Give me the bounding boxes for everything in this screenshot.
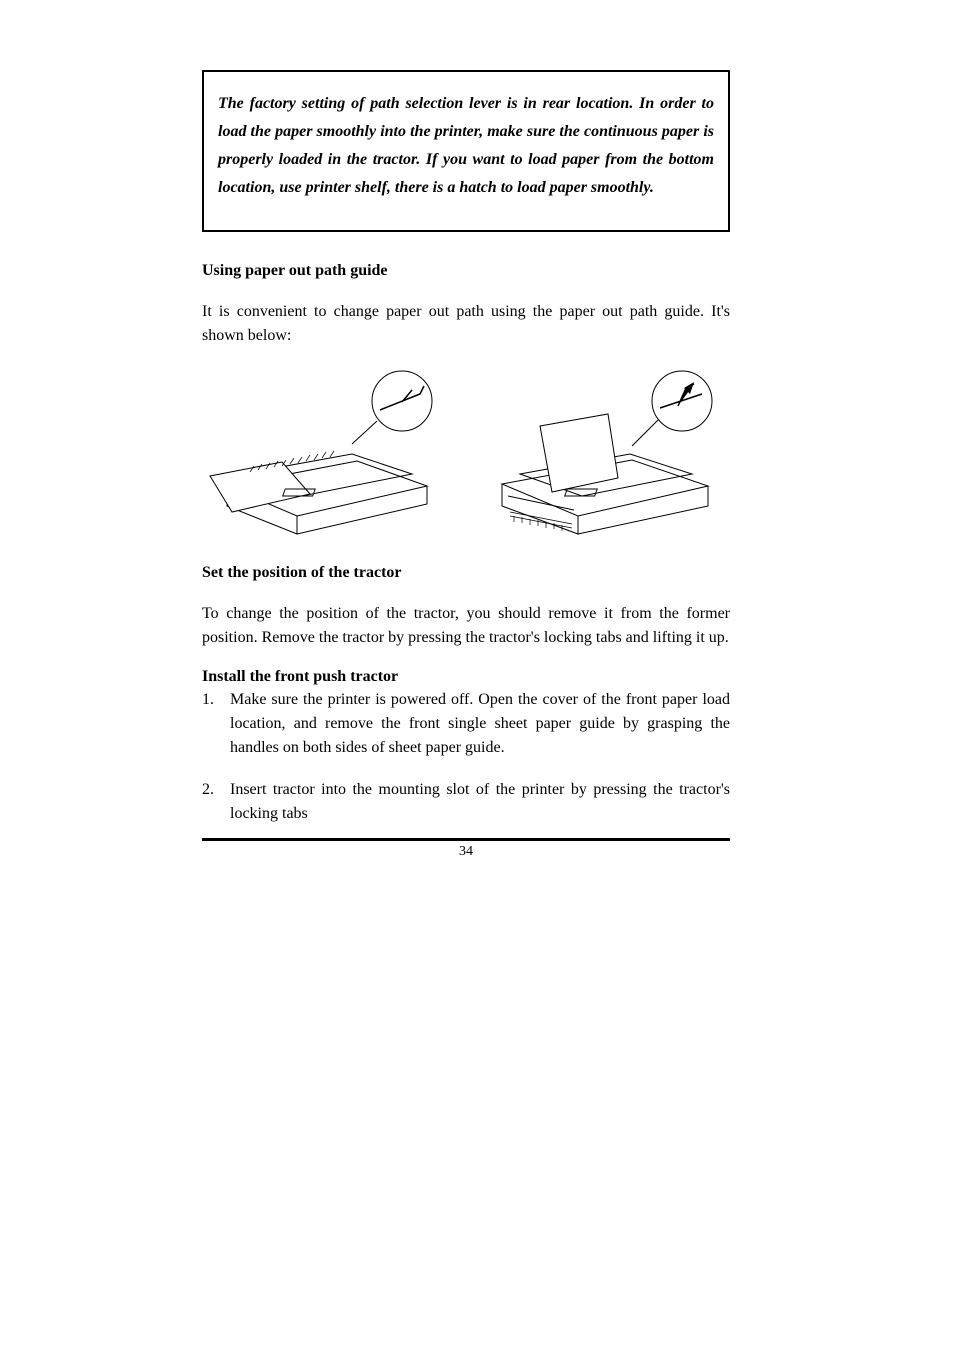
list-num-1: 1. <box>202 688 230 760</box>
tractor-pos-body: To change the position of the tractor, y… <box>202 602 730 650</box>
notice-text: The factory setting of path selection le… <box>218 90 714 202</box>
figure-printer-right <box>480 366 730 536</box>
notice-box: The factory setting of path selection le… <box>202 70 730 232</box>
paper-out-body: It is convenient to change paper out pat… <box>202 300 730 348</box>
list-item: 2. Insert tractor into the mounting slot… <box>202 778 730 826</box>
heading-paper-out: Using paper out path guide <box>202 262 730 280</box>
document-page: The factory setting of path selection le… <box>0 0 954 1351</box>
heading-install: Install the front push tractor <box>202 668 730 686</box>
content-column: The factory setting of path selection le… <box>202 70 730 826</box>
list-item: 1. Make sure the printer is powered off.… <box>202 688 730 760</box>
page-footer: 34 <box>202 838 730 860</box>
list-num-2: 2. <box>202 778 230 826</box>
figure-row <box>202 366 730 536</box>
figure-printer-left <box>202 366 452 536</box>
printer-right-svg <box>480 366 730 536</box>
install-list: 1. Make sure the printer is powered off.… <box>202 688 730 826</box>
footer-rule <box>202 838 730 841</box>
printer-left-svg <box>202 366 452 536</box>
list-body-2: Insert tractor into the mounting slot of… <box>230 778 730 826</box>
heading-tractor-pos: Set the position of the tractor <box>202 564 730 582</box>
page-number: 34 <box>202 844 730 860</box>
list-body-1: Make sure the printer is powered off. Op… <box>230 688 730 760</box>
